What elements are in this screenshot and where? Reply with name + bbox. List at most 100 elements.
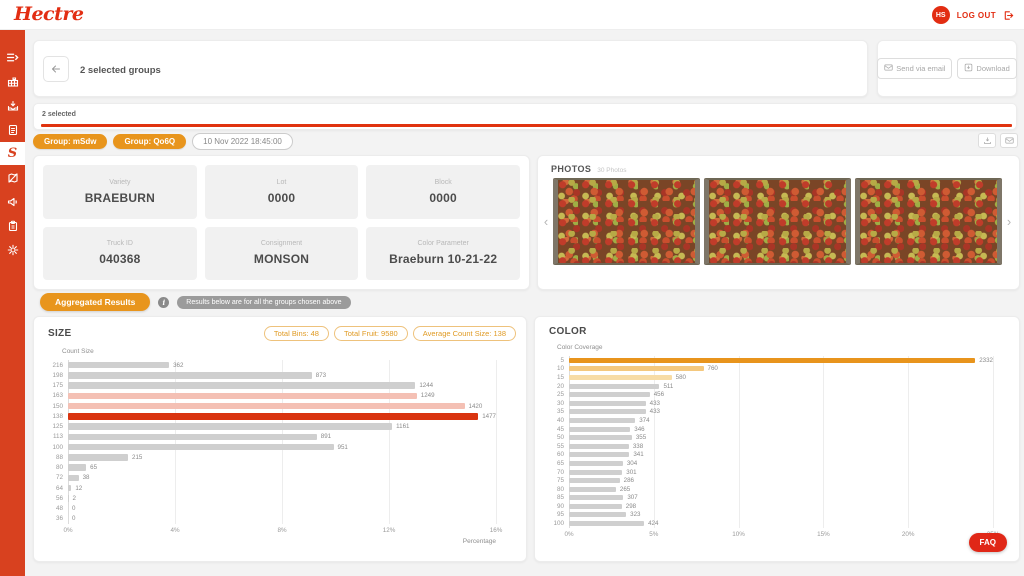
toolbar-card: 2 selected groups xyxy=(33,40,868,97)
sidebar-item-sizer[interactable]: S xyxy=(0,142,25,165)
bar-row: 456 xyxy=(569,390,993,399)
bar-row: 0 xyxy=(68,514,496,524)
y-tick-label: 55 xyxy=(556,442,564,450)
map-off-icon xyxy=(7,172,19,184)
gridline xyxy=(823,356,825,528)
bar-value: 304 xyxy=(626,459,638,467)
gridline xyxy=(175,360,176,524)
color-chart: 5 10 15 20 25 30 35 40 45 50 55 60 65 70 75 80 85 90 95 100… xyxy=(547,356,999,539)
download-mini-button[interactable] xyxy=(978,133,996,148)
bar-row: 374 xyxy=(569,416,993,425)
detail-label: Variety xyxy=(109,178,131,186)
bar-row: 1477 xyxy=(68,411,496,421)
email-mini-button[interactable] xyxy=(1000,133,1018,148)
bar-value: 433 xyxy=(649,408,660,416)
bar xyxy=(68,495,69,502)
detail-label: Lot xyxy=(276,178,287,186)
sidebar-item-announcements[interactable] xyxy=(0,190,25,213)
photo-prev-button[interactable]: ‹ xyxy=(543,214,549,229)
bar-row: 355 xyxy=(569,433,993,442)
color-title: COLOR xyxy=(549,326,587,337)
bar-value: 12 xyxy=(75,484,83,492)
hectre-logo: Hectre xyxy=(14,3,84,25)
bar-row: 424 xyxy=(569,519,993,528)
bar xyxy=(569,521,645,527)
aggregated-results-button[interactable]: Aggregated Results xyxy=(40,293,151,311)
sidebar-item-clipboard[interactable] xyxy=(0,214,25,237)
y-tick-label: 72 xyxy=(55,474,63,482)
y-tick-label: 30 xyxy=(556,399,564,407)
y-tick-label: 125 xyxy=(52,423,63,431)
bar xyxy=(569,400,646,406)
bar-row: 1161 xyxy=(68,422,496,432)
sidebar-item-inbox[interactable] xyxy=(0,94,25,117)
sidebar-item-menu[interactable] xyxy=(0,46,25,69)
bar xyxy=(569,443,629,449)
summary-chip: Total Fruit: 9580 xyxy=(333,326,408,341)
fruit-bin-photo[interactable] xyxy=(553,178,700,265)
bar xyxy=(569,460,623,466)
bar xyxy=(569,392,650,398)
date-chip[interactable]: 10 Nov 2022 18:45:00 xyxy=(192,133,293,150)
bar-value: 951 xyxy=(337,443,348,451)
y-tick-label: 64 xyxy=(55,484,63,492)
sidebar-item-orchard[interactable] xyxy=(0,70,25,93)
bar-row: 1249 xyxy=(68,391,496,401)
announcement-icon xyxy=(7,196,19,208)
bar-row: 338 xyxy=(569,442,993,451)
download-label: Download xyxy=(976,64,1010,73)
bar xyxy=(569,512,627,518)
bar xyxy=(68,392,417,400)
y-tick-label: 60 xyxy=(556,451,564,459)
bar xyxy=(68,433,317,441)
download-button[interactable]: Download xyxy=(957,58,1017,79)
bar-value: 891 xyxy=(320,433,332,441)
logout-button[interactable]: LOG OUT xyxy=(956,10,996,20)
details-card: Variety BRAEBURN Lot 0000 Block 0000 Truck ID 0… xyxy=(33,155,530,290)
send-via-email-button[interactable]: Send via email xyxy=(877,58,953,79)
size-summary-chips: Total Bins: 48 Total Fruit: 9580 Average C… xyxy=(263,326,516,341)
group-chip[interactable]: Group: Qo6Q xyxy=(113,134,187,149)
back-button[interactable] xyxy=(43,56,69,82)
sidebar-item-map[interactable] xyxy=(0,166,25,189)
y-tick-label: 150 xyxy=(52,402,63,410)
sidebar-item-document[interactable] xyxy=(0,118,25,141)
group-chip[interactable]: Group: mSdw xyxy=(33,134,108,149)
bar-row: 2332 xyxy=(569,356,993,365)
detail-card-lot: Lot 0000 xyxy=(204,165,359,219)
bar-row: 38 xyxy=(68,473,496,483)
photos-header: PHOTOS 30 Photos xyxy=(538,156,1019,178)
faq-button[interactable]: FAQ xyxy=(968,533,1007,552)
bar-row: 1420 xyxy=(68,401,496,411)
bar-value: 580 xyxy=(675,373,686,381)
detail-card-color-parameter: Color Parameter Braeburn 10-21-22 xyxy=(366,226,520,280)
bar-row: 323 xyxy=(569,511,993,520)
bar-row: 433 xyxy=(569,399,993,408)
bar-value: 341 xyxy=(633,451,644,459)
bar xyxy=(68,423,393,430)
selected-count-tab[interactable]: 2 selected xyxy=(42,111,76,118)
detail-card-truck-id: Truck ID 040368 xyxy=(43,226,197,280)
bar-value: 0 xyxy=(72,505,76,513)
aggregated-results-tooltip: Results below are for all the groups cho… xyxy=(177,295,351,309)
sidebar-item-settings[interactable] xyxy=(0,238,25,261)
summary-chip: Average Count Size: 138 xyxy=(412,326,516,341)
app-header: Hectre HS LOG OUT xyxy=(0,0,1024,30)
gridline xyxy=(908,356,910,528)
logout-icon[interactable] xyxy=(1003,10,1014,21)
bar-row: 580 xyxy=(569,373,993,382)
info-icon[interactable]: i xyxy=(158,296,170,308)
bar xyxy=(68,454,129,461)
y-tick-label: 5 xyxy=(560,356,564,364)
fruit-bin-photo[interactable] xyxy=(855,178,1002,265)
bar-row: 215 xyxy=(68,452,496,462)
bar-row: 891 xyxy=(68,432,496,442)
user-avatar[interactable]: HS xyxy=(931,6,950,24)
orchard-bins-icon xyxy=(7,76,19,88)
photo-next-button[interactable]: › xyxy=(1006,214,1012,229)
bar xyxy=(68,413,479,420)
x-tick-label: 5% xyxy=(649,530,659,538)
bar-value: 346 xyxy=(634,425,645,433)
fruit-bin-photo[interactable] xyxy=(704,178,851,265)
bar xyxy=(569,417,636,423)
